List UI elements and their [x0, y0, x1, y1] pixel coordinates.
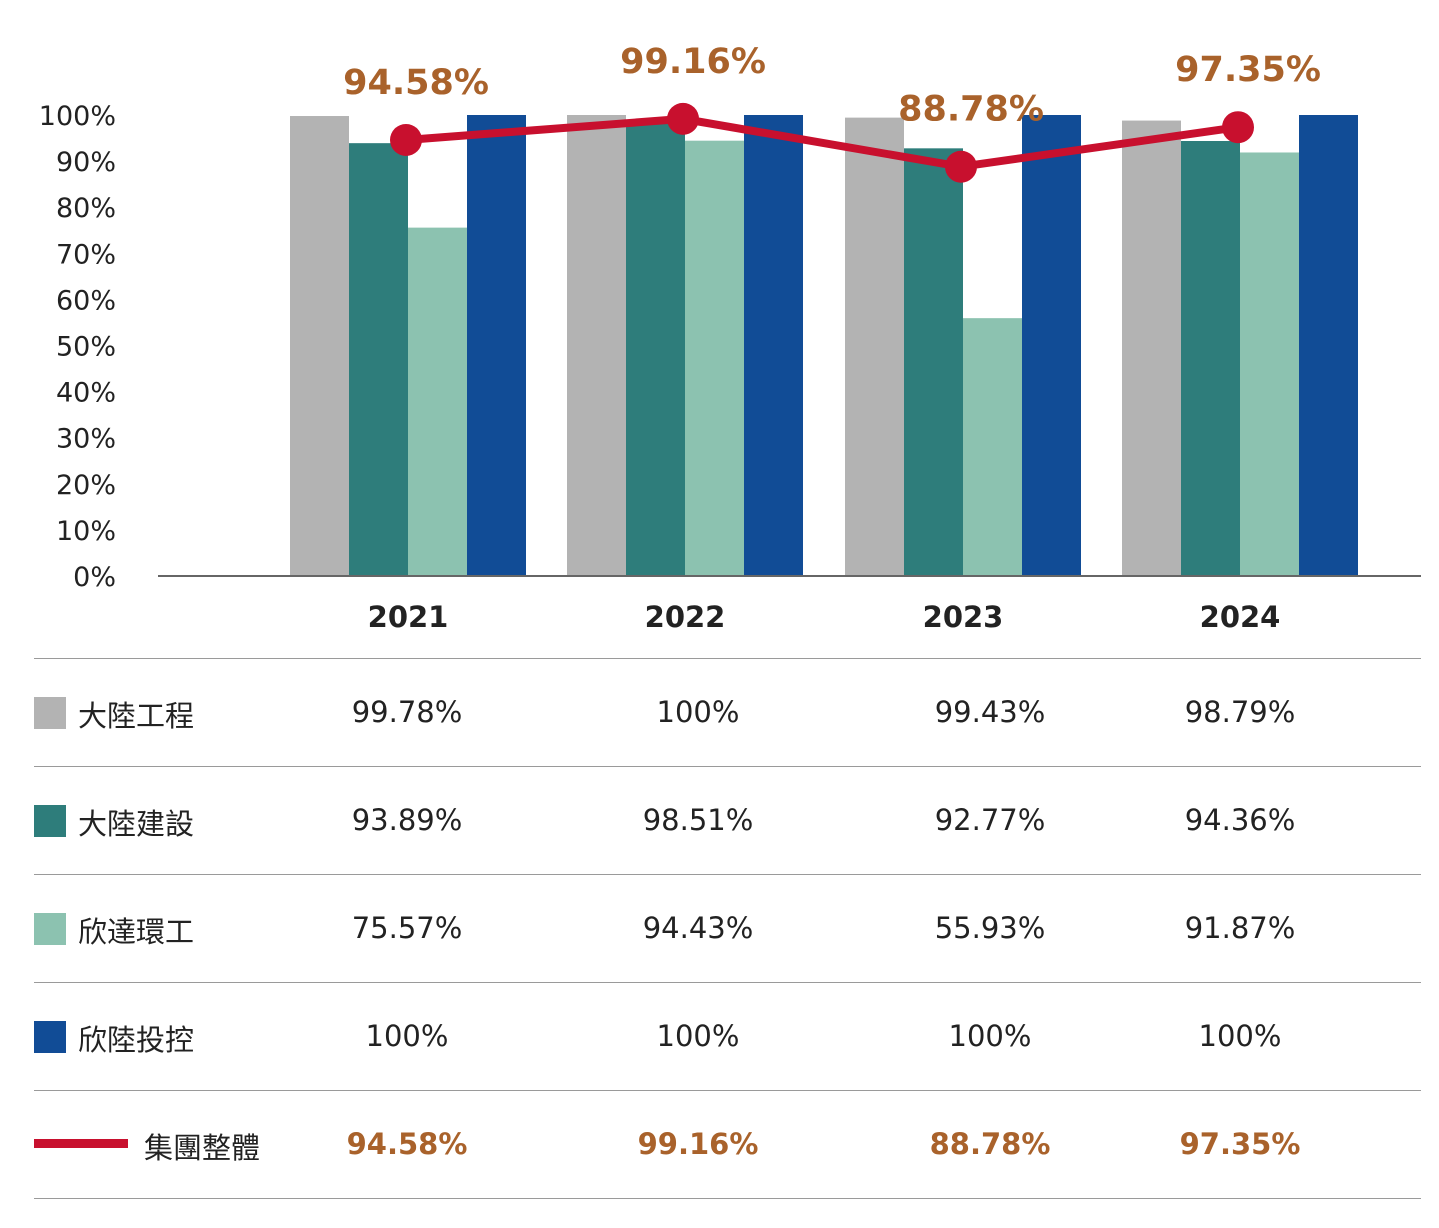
- bar-2023-1: [845, 117, 904, 577]
- bar-2021-1: [290, 116, 349, 577]
- table-cell: 94.43%: [642, 911, 754, 945]
- line-data-label: 88.78%: [898, 90, 1044, 130]
- bar-2022-4: [744, 115, 803, 576]
- table-cell: 99.43%: [934, 695, 1046, 729]
- bar-2023-3: [963, 318, 1022, 576]
- x-tick-label: 2023: [923, 600, 1004, 634]
- table-cell: 100%: [1198, 1019, 1282, 1053]
- line-data-label: 99.16%: [620, 42, 766, 82]
- bar-2023-4: [1022, 115, 1081, 576]
- table-cell: 93.89%: [351, 803, 463, 837]
- bar-2024-3: [1240, 152, 1299, 576]
- table-cell: 97.35%: [1179, 1127, 1301, 1161]
- y-tick-label: 50%: [56, 332, 116, 363]
- line-point: [667, 102, 699, 135]
- legend-swatch: [34, 805, 66, 837]
- table-cell: 94.36%: [1184, 803, 1296, 837]
- bar-2021-4: [467, 115, 526, 576]
- table-cell: 98.79%: [1184, 695, 1296, 729]
- table-cell: 94.58%: [346, 1127, 468, 1161]
- table-cell: 100%: [656, 695, 740, 729]
- chart-plot: 94.58% 99.16% 88.78% 97.35% 0% 10% 20% 30% 40% 5…: [39, 42, 1421, 634]
- data-table: 大陸工程 99.78% 100% 99.43% 98.79% 大陸建設 93.89% 98.5…: [34, 658, 1421, 1199]
- bar-2024-4: [1299, 115, 1358, 576]
- legend-label: 欣陸投控: [78, 1023, 195, 1057]
- table-row: 欣陸投控 100% 100% 100% 100%: [34, 983, 1421, 1091]
- line-data-label: 97.35%: [1175, 50, 1321, 90]
- x-axis: 2021 2022 2023 2024: [368, 600, 1281, 634]
- y-tick-label: 80%: [56, 193, 116, 224]
- table-cell: 99.78%: [351, 695, 463, 729]
- table-row: 大陸工程 99.78% 100% 99.43% 98.79%: [34, 659, 1421, 767]
- y-tick-label: 60%: [56, 285, 116, 316]
- table-row: 集團整體 94.58% 99.16% 88.78% 97.35%: [34, 1091, 1421, 1199]
- legend-swatch: [34, 697, 66, 729]
- table-cell: 100%: [656, 1019, 740, 1053]
- bar-2021-2: [349, 143, 408, 576]
- legend-label: 欣達環工: [78, 915, 195, 949]
- table-row: 大陸建設 93.89% 98.51% 92.77% 94.36%: [34, 767, 1421, 875]
- legend-swatch: [34, 1139, 128, 1148]
- bar-2023-2: [904, 148, 963, 576]
- y-tick-label: 0%: [73, 562, 116, 593]
- table-cell: 92.77%: [934, 803, 1046, 837]
- table-cell: 99.16%: [637, 1127, 759, 1161]
- y-axis: 0% 10% 20% 30% 40% 50% 60% 70% 80% 90% 100%: [39, 101, 116, 593]
- bar-2022-2: [626, 121, 685, 576]
- line-data-label: 94.58%: [343, 63, 489, 103]
- legend-label: 大陸工程: [78, 699, 195, 733]
- legend-label: 大陸建設: [78, 807, 195, 841]
- line-point: [1222, 111, 1254, 144]
- legend-swatch: [34, 913, 66, 945]
- y-tick-label: 40%: [56, 378, 116, 409]
- table-cell: 100%: [365, 1019, 449, 1053]
- legend-swatch: [34, 1021, 66, 1053]
- table-row: 欣達環工 75.57% 94.43% 55.93% 91.87%: [34, 875, 1421, 983]
- x-tick-label: 2024: [1200, 600, 1281, 634]
- line-layer: 94.58% 99.16% 88.78% 97.35%: [343, 42, 1321, 183]
- y-tick-label: 20%: [56, 470, 116, 501]
- bar-2024-2: [1181, 141, 1240, 576]
- line-point: [390, 123, 422, 156]
- bar-2022-3: [685, 140, 744, 576]
- bars-layer: [290, 115, 1358, 577]
- bar-2022-1: [567, 115, 626, 576]
- y-tick-label: 70%: [56, 239, 116, 270]
- line-series: [405, 114, 1239, 171]
- legend-label: 集團整體: [144, 1131, 261, 1165]
- bar-2021-3: [408, 227, 467, 576]
- table-cell: 88.78%: [929, 1127, 1051, 1161]
- x-tick-label: 2021: [368, 600, 449, 634]
- table-cell: 75.57%: [351, 911, 463, 945]
- table-cell: 91.87%: [1184, 911, 1296, 945]
- y-tick-label: 90%: [56, 147, 116, 178]
- table-cell: 100%: [948, 1019, 1032, 1053]
- line-point: [945, 150, 977, 183]
- x-tick-label: 2022: [645, 600, 726, 634]
- table-cell: 55.93%: [934, 911, 1046, 945]
- bar-2024-1: [1122, 120, 1181, 577]
- y-tick-label: 100%: [39, 101, 116, 132]
- y-tick-label: 10%: [56, 516, 116, 547]
- y-tick-label: 30%: [56, 424, 116, 455]
- table-cell: 98.51%: [642, 803, 754, 837]
